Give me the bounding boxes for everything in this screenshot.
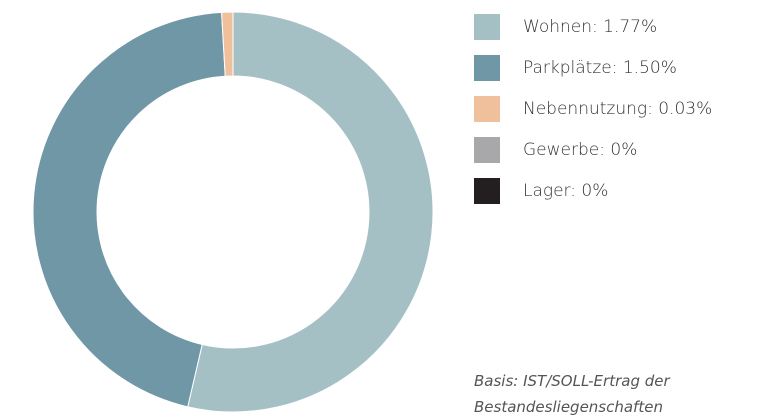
legend-value: 0% — [610, 140, 638, 160]
legend-item: Parkplätze1.50% — [474, 55, 712, 81]
legend-label: Lager — [523, 181, 581, 201]
legend-label: Wohnen — [523, 17, 603, 37]
legend-item: Lager0% — [474, 178, 712, 204]
legend-label: Gewerbe — [523, 140, 610, 160]
legend-item: Wohnen1.77% — [474, 14, 712, 40]
legend-value: 0% — [581, 181, 609, 201]
legend: Wohnen1.77% Parkplätze1.50% Nebennutzung0.… — [474, 14, 712, 219]
legend-item: Gewerbe0% — [474, 137, 712, 163]
legend-swatch — [474, 55, 500, 81]
note-line: Basis: IST/SOLL-Ertrag der — [474, 372, 670, 390]
legend-value: 0.03% — [658, 99, 713, 119]
legend-item: Nebennutzung0.03% — [474, 96, 712, 122]
legend-value: 1.77% — [603, 17, 658, 37]
legend-swatch — [474, 96, 500, 122]
note-line: Bestandesliegenschaften — [474, 398, 663, 416]
legend-label: Nebennutzung — [523, 99, 658, 119]
slice — [32, 11, 226, 408]
slice — [221, 11, 234, 77]
legend-label: Parkplätze — [523, 58, 623, 78]
legend-swatch — [474, 178, 500, 204]
legend-value: 1.50% — [622, 58, 677, 78]
slice — [187, 11, 434, 413]
legend-swatch — [474, 14, 500, 40]
donut-chart — [32, 11, 434, 413]
note: Basis: IST/SOLL-Ertrag der Bestandeslieg… — [474, 368, 670, 420]
legend-swatch — [474, 137, 500, 163]
